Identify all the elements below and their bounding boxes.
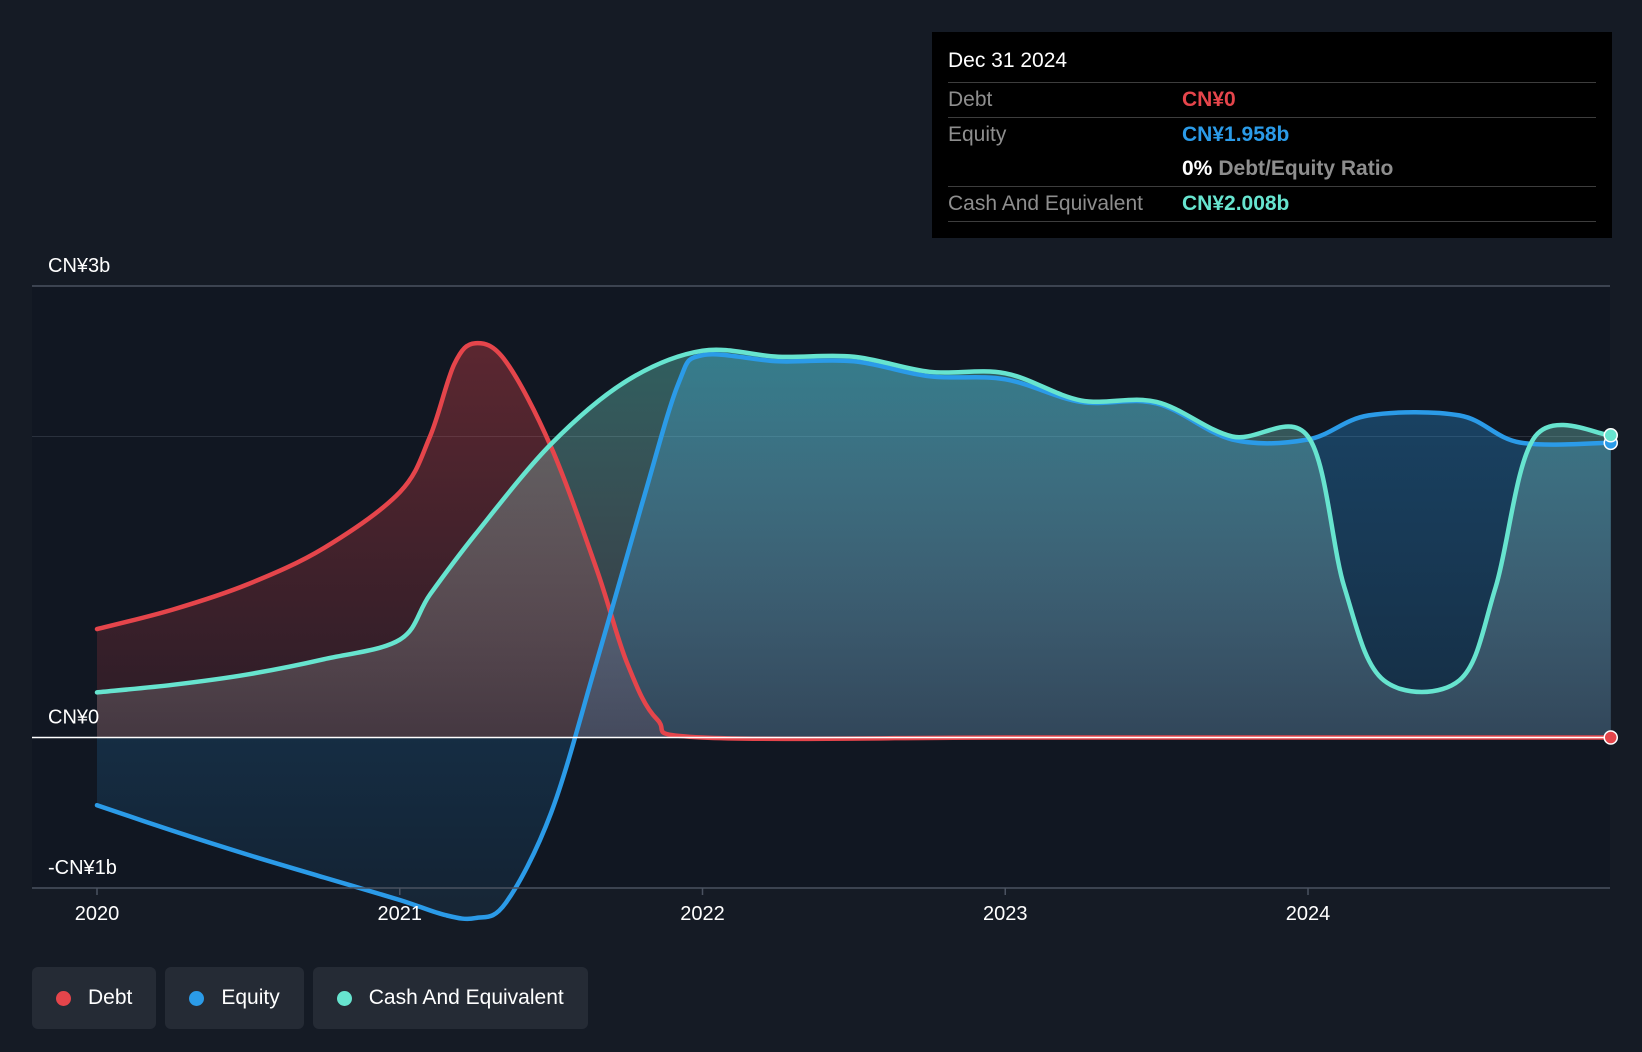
x-tick-label-1: 2021 <box>378 903 423 925</box>
tooltip-ratio-value: 0% <box>1182 157 1213 180</box>
legend-label-cash: Cash And Equivalent <box>368 986 564 1009</box>
tooltip-date: Dec 31 2024 <box>948 46 1596 83</box>
legend-label-equity: Equity <box>221 986 280 1009</box>
legend-dot-debt-icon <box>56 990 71 1006</box>
end-markers <box>1603 428 1618 745</box>
tooltip-ratio-spacer <box>948 152 1182 186</box>
x-tick-label-3: 2023 <box>983 903 1028 925</box>
tooltip-cash-value: CN¥2.008b <box>1182 192 1290 215</box>
tooltip-ratio: 0% Debt/Equity Ratio <box>1182 152 1393 186</box>
tooltip-cash-label: Cash And Equivalent <box>948 192 1143 215</box>
tooltip-row-debt: Debt CN¥0 <box>948 83 1596 118</box>
y-tick-label-0: CN¥3b <box>48 255 110 277</box>
end-marker-cash <box>1603 428 1618 443</box>
legend-item-equity[interactable]: Equity <box>165 967 304 1029</box>
series-areas <box>97 343 1611 919</box>
tooltip-equity-label: Equity <box>948 123 1007 146</box>
x-axis-labels: 2020 2021 2022 2023 2024 <box>75 888 1331 925</box>
legend-item-cash[interactable]: Cash And Equivalent <box>312 967 588 1029</box>
line-cash <box>94 347 1614 695</box>
tooltip-row-cash: Cash And Equivalent CN¥2.008b <box>948 187 1596 222</box>
y-tick-label-1: CN¥0 <box>48 707 99 729</box>
legend-item-debt[interactable]: Debt <box>32 967 157 1029</box>
debt-equity-chart: CN¥3b CN¥0 -CN¥1b 2020 2021 2022 2023 2024 <box>32 255 1618 925</box>
x-tick-label-4: 2024 <box>1286 903 1331 925</box>
legend-dot-cash-icon <box>336 990 352 1006</box>
legend-label-debt: Debt <box>88 986 133 1009</box>
y-tick-label-2: -CN¥1b <box>48 857 117 879</box>
y-axis-labels: CN¥3b CN¥0 -CN¥1b <box>48 255 117 879</box>
tooltip-debt-value: CN¥0 <box>1182 88 1236 111</box>
tooltip-ratio-label: Debt/Equity Ratio <box>1218 157 1394 180</box>
tooltip-row-equity: Equity CN¥1.958b <box>948 118 1596 152</box>
tooltip-row-ratio: 0% Debt/Equity Ratio <box>948 152 1596 187</box>
end-marker-debt <box>1603 730 1618 745</box>
tooltip-debt-label: Debt <box>948 88 993 111</box>
tooltip-equity-value: CN¥1.958b <box>1182 123 1290 146</box>
x-tick-label-0: 2020 <box>75 903 120 925</box>
x-tick-label-2: 2022 <box>680 903 725 925</box>
tooltip-panel: Dec 31 2024 Debt CN¥0 Equity CN¥1.958b 0… <box>932 32 1612 238</box>
legend-dot-equity-icon <box>189 990 205 1006</box>
chart-legend: Debt Equity Cash And Equivalent <box>32 967 588 1029</box>
area-cash <box>97 349 1611 738</box>
